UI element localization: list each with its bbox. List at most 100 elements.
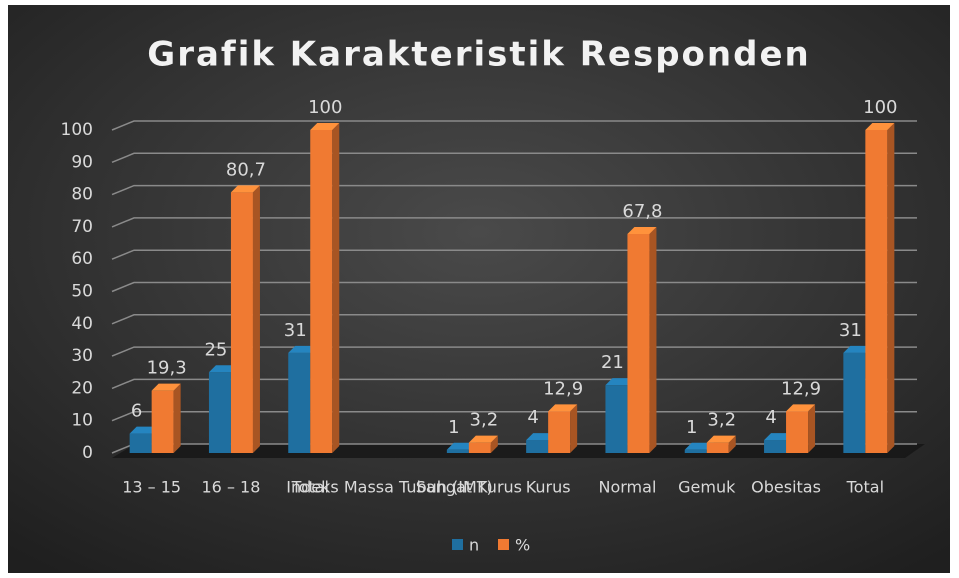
bar-top: [684, 442, 714, 450]
bar-front: [526, 440, 549, 453]
data-label: 31: [839, 320, 862, 341]
y-tick-label: 20: [71, 378, 93, 398]
x-tick-label: Normal: [599, 478, 657, 497]
data-label: 31: [284, 320, 307, 341]
bar-top: [764, 433, 794, 441]
bar-top: [627, 227, 657, 235]
bar: [151, 383, 181, 453]
bar-top: [526, 433, 556, 441]
bar-front: [684, 449, 707, 453]
chart-background: [8, 5, 950, 573]
legend-label: %: [515, 536, 530, 555]
bar-front: [548, 411, 571, 453]
bar-top: [129, 426, 159, 434]
bar: [468, 435, 498, 453]
chart-title: Grafik Karakteristik Responden: [147, 35, 810, 75]
x-tick-label: Gemuk: [678, 478, 736, 497]
bar-side: [728, 435, 736, 453]
bar-side: [570, 404, 578, 453]
legend-label: n: [469, 536, 479, 555]
bar-side: [490, 435, 498, 453]
bar-top: [706, 435, 736, 443]
legend-swatch: [452, 539, 463, 550]
x-tick-label: Total: [291, 478, 329, 497]
y-tick-label: 60: [71, 249, 93, 269]
data-label: 4: [765, 407, 776, 428]
bar: [230, 185, 260, 454]
data-label: 21: [601, 352, 624, 373]
data-label: 1: [448, 417, 459, 438]
legend-swatch: [498, 539, 509, 550]
y-tick-label: 70: [71, 217, 93, 237]
bar-top: [288, 345, 318, 353]
bar-front: [627, 234, 650, 453]
y-tick-label: 50: [71, 282, 93, 302]
data-label: 25: [204, 339, 227, 360]
bar-front: [843, 352, 866, 453]
x-tick-label: Sangat Kurus: [416, 478, 522, 497]
bar-side: [252, 185, 260, 454]
bar-front: [764, 440, 787, 453]
bar-top: [843, 345, 873, 353]
bar-front: [446, 449, 469, 453]
y-tick-label: 90: [71, 152, 93, 172]
y-tick-label: 100: [61, 120, 93, 140]
data-label: 19,3: [147, 358, 187, 379]
bar-front: [865, 130, 888, 453]
data-label: 6: [131, 401, 142, 422]
data-label: 12,9: [781, 378, 821, 399]
grid-line: [111, 152, 917, 163]
y-tick-label: 0: [82, 443, 93, 463]
data-label: 100: [863, 97, 897, 118]
bar: [786, 404, 816, 453]
x-tick-label: Obesitas: [751, 478, 821, 497]
bar-side: [808, 404, 816, 453]
bar-side: [887, 123, 895, 453]
bar-front: [706, 442, 729, 453]
grid-line: [111, 120, 917, 131]
bar-top: [468, 435, 498, 443]
data-label: 3,2: [470, 410, 499, 431]
bar-front: [288, 352, 311, 453]
bar: [706, 435, 736, 453]
bar-top: [865, 123, 895, 130]
bar-side: [173, 383, 181, 453]
y-tick-label: 30: [71, 346, 93, 366]
y-tick-label: 80: [71, 185, 93, 205]
data-label: 80,7: [226, 159, 266, 180]
bar-front: [786, 411, 809, 453]
bar-front: [208, 372, 231, 453]
data-label: 4: [527, 407, 538, 428]
bar: [865, 123, 895, 453]
grid-line: [111, 217, 917, 228]
bar-top: [548, 404, 578, 412]
bar: [627, 227, 657, 453]
bar-top: [208, 365, 238, 373]
bar-top: [446, 442, 476, 450]
bar: [310, 123, 340, 453]
bar-top: [605, 378, 635, 386]
bar-front: [605, 385, 628, 453]
x-tick-label: Indeks Massa Tubuh (IMT): [286, 478, 493, 497]
data-label: 3,2: [707, 410, 736, 431]
data-label: 100: [308, 97, 342, 118]
data-label: 12,9: [543, 378, 583, 399]
bar-side: [649, 227, 657, 453]
data-label: 1: [686, 417, 697, 438]
bar-top: [230, 185, 260, 193]
bar-top: [310, 123, 340, 130]
bar-front: [310, 130, 333, 453]
bar-side: [332, 123, 340, 453]
grid-line: [111, 184, 917, 196]
bar: [548, 404, 578, 453]
x-tick-label: Kurus: [526, 478, 571, 497]
y-tick-label: 40: [71, 314, 93, 334]
x-tick-label: Total: [846, 478, 884, 497]
bar-front: [151, 390, 174, 453]
bar-top: [786, 404, 816, 412]
x-tick-label: 13 – 15: [122, 478, 181, 497]
bar-front: [129, 433, 152, 453]
bar-top: [151, 383, 181, 391]
bar-front: [468, 442, 491, 453]
